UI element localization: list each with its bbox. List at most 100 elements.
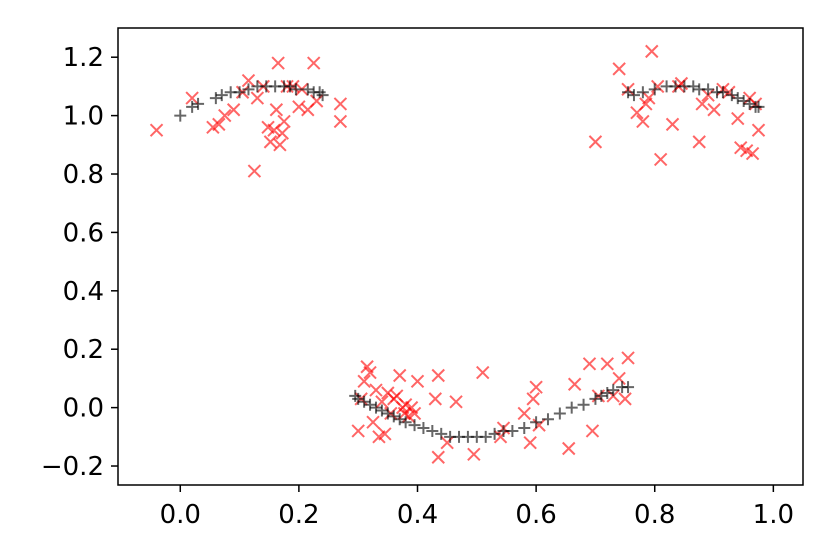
red-x-point-81 [645,44,659,59]
black-plus-point-44 [565,401,578,414]
red-x-point-50 [428,392,443,406]
red-x-point-17 [275,126,289,140]
red-x-point-73 [621,351,635,365]
red-x-point-88 [695,97,709,111]
x-tick-label-2: 0.4 [397,500,438,530]
black-plus-point-28 [408,419,421,432]
x-tick-label-4: 0.8 [634,500,675,530]
y-tick-label-1: 0.0 [63,394,104,424]
y-tick-label-7: 1.2 [63,43,104,73]
red-x-point-67 [585,424,600,438]
black-plus-point-31 [435,427,448,440]
red-x-point-48 [407,406,422,421]
red-x-point-0 [149,123,164,137]
black-plus-point-23 [375,404,388,417]
red-x-point-4 [218,108,232,123]
black-plus-point-40 [518,422,531,435]
red-x-point-59 [517,406,531,421]
red-x-point-69 [600,357,614,371]
red-x-point-74 [588,135,603,149]
red-x-point-61 [526,392,540,406]
red-x-point-56 [476,365,490,380]
red-x-point-83 [653,152,668,167]
red-x-point-71 [612,371,626,386]
red-x-point-54 [449,395,463,409]
y-tick-label-3: 0.4 [63,277,104,307]
black-plus-point-18 [349,389,362,402]
black-plus-point-42 [541,413,554,426]
black-plus-point-16 [313,86,326,99]
red-x-point-55 [467,447,481,462]
black-plus-point-55 [648,83,661,96]
y-tick-label-5: 0.8 [63,160,104,190]
black-plus-point-3 [209,92,222,105]
red-x-point-97 [745,146,760,161]
red-x-point-78 [636,114,650,129]
red-x-point-57 [493,430,508,444]
x-tick-label-3: 0.6 [515,500,556,530]
red-x-point-63 [532,418,546,432]
black-plus-point-26 [393,413,406,426]
plot-frame [117,27,804,486]
black-plus-point-20 [358,395,371,408]
red-x-point-16 [273,138,287,152]
black-plus-point-39 [506,424,519,437]
black-plus-point-48 [601,387,614,400]
red-x-point-75 [612,62,626,76]
black-plus-point-13 [289,83,302,96]
black-plus-point-52 [622,86,635,99]
black-plus-point-64 [725,89,738,102]
black-plus-point-17 [316,89,329,102]
red-x-point-42 [393,368,407,383]
red-x-point-25 [309,94,324,108]
x-tick-label-5: 1.0 [753,500,794,530]
red-x-point-7 [241,73,256,88]
black-plus-point-37 [488,427,501,440]
red-x-point-84 [665,117,680,132]
red-x-point-51 [431,368,445,383]
red-x-point-82 [650,79,665,94]
red-x-point-14 [269,103,284,117]
black-plus-point-43 [553,407,566,420]
red-x-point-49 [410,374,425,389]
black-plus-point-24 [381,407,394,420]
black-plus-point-0 [174,109,187,122]
black-plus-point-6 [233,86,246,99]
red-x-point-93 [731,111,745,126]
black-plus-point-12 [283,80,296,93]
red-x-point-1 [185,91,199,105]
chart-marks [149,44,766,464]
red-x-point-26 [333,97,348,111]
red-x-point-8 [247,164,262,178]
red-x-point-80 [642,91,656,105]
black-plus-point-41 [530,416,543,429]
red-x-point-65 [567,377,582,391]
red-x-point-52 [431,450,445,464]
black-plus-point-54 [636,86,649,99]
red-x-point-86 [674,76,689,91]
black-plus-point-46 [589,392,602,405]
red-x-point-9 [250,91,265,105]
black-plus-point-30 [426,424,439,437]
black-plus-point-7 [242,83,255,96]
red-x-point-53 [440,435,454,450]
black-plus-point-1 [186,100,199,113]
y-tick-label-0: −0.2 [41,452,104,482]
chart-axes: 0.0 0.2 0.4 0.6 0.8 1.0 −0.2 0.0 0.2 0.4 0.6 0.8 1.0… [41,43,794,530]
black-plus-point-63 [716,86,729,99]
red-x-point-28 [351,424,365,438]
black-plus-point-66 [737,95,750,108]
red-x-point-12 [263,135,278,149]
black-plus-point-21 [364,398,377,411]
y-tick-label-4: 0.6 [63,218,104,248]
black-plus-point-65 [731,92,744,105]
black-plus-point-69 [752,100,765,113]
red-x-point-87 [692,135,706,149]
red-x-point-33 [366,415,380,429]
red-x-point-90 [707,103,721,117]
red-x-point-36 [375,395,389,409]
red-x-point-72 [618,392,632,406]
red-x-point-30 [357,374,371,389]
black-plus-point-25 [387,410,400,423]
red-x-point-32 [363,365,377,380]
